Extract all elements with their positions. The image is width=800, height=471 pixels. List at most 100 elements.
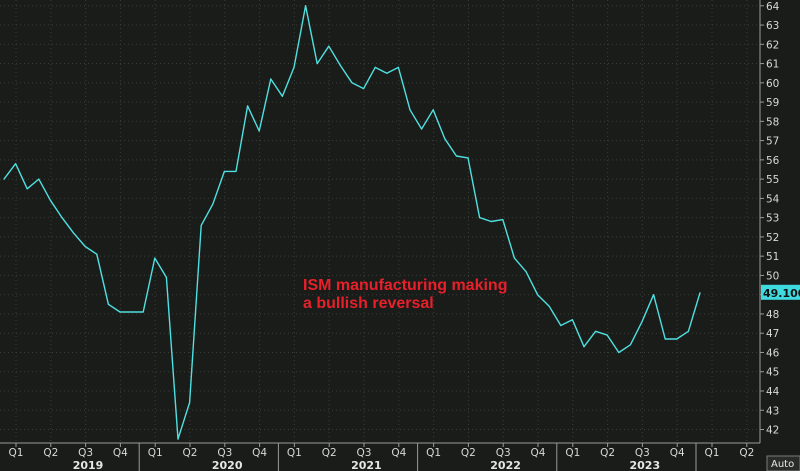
y-tick-label: 43 bbox=[766, 405, 779, 417]
y-tick-label: 45 bbox=[766, 367, 779, 379]
last-value-marker: 49.100 bbox=[761, 284, 800, 300]
y-tick-label: 56 bbox=[766, 155, 780, 167]
year-label: 2019 bbox=[73, 459, 104, 471]
y-tick-label: 60 bbox=[766, 78, 779, 90]
x-tick-label: Q2 bbox=[183, 447, 198, 459]
y-tick-label: 62 bbox=[766, 39, 779, 51]
data-point bbox=[154, 257, 156, 259]
data-point bbox=[119, 311, 121, 313]
auto-button[interactable]: Auto bbox=[766, 455, 800, 471]
series-layer bbox=[3, 5, 701, 440]
data-point bbox=[363, 88, 365, 90]
y-tick-label: 44 bbox=[766, 386, 780, 398]
data-point bbox=[223, 170, 225, 172]
data-point bbox=[397, 66, 399, 68]
data-point bbox=[26, 188, 28, 190]
x-tick-label: Q1 bbox=[148, 447, 163, 459]
data-point bbox=[618, 351, 620, 354]
data-point bbox=[699, 292, 701, 294]
y-tick-label: 64 bbox=[766, 1, 780, 13]
axis-layer bbox=[0, 0, 761, 444]
data-point bbox=[595, 330, 597, 332]
data-point bbox=[15, 163, 17, 165]
x-tick-label: Q4 bbox=[252, 447, 267, 459]
data-point bbox=[560, 324, 562, 327]
x-tick-label: Q2 bbox=[739, 447, 754, 459]
year-label: 2021 bbox=[351, 459, 382, 471]
data-point bbox=[409, 109, 411, 111]
data-point bbox=[583, 346, 585, 348]
data-point bbox=[293, 66, 295, 68]
y-tick-label: 57 bbox=[766, 136, 779, 148]
annotation-line-1: ISM manufacturing making bbox=[303, 277, 507, 294]
y-tick-label: 61 bbox=[766, 59, 779, 71]
data-point bbox=[606, 334, 608, 336]
data-point bbox=[212, 203, 214, 205]
last-value-badge bbox=[761, 284, 800, 300]
data-point bbox=[270, 78, 272, 80]
data-point bbox=[61, 217, 63, 219]
data-point bbox=[374, 66, 376, 68]
x-tick-label: Q2 bbox=[322, 447, 337, 459]
x-tick-label: Q2 bbox=[43, 447, 58, 459]
data-point bbox=[177, 438, 179, 440]
x-tick-label: Q2 bbox=[600, 447, 615, 459]
data-point bbox=[73, 232, 75, 234]
x-tick-label: Q3 bbox=[357, 447, 372, 459]
data-point bbox=[444, 138, 446, 140]
x-tick-label: Q2 bbox=[461, 447, 476, 459]
year-label: 2022 bbox=[490, 459, 521, 471]
data-point bbox=[165, 276, 167, 278]
data-point bbox=[653, 294, 655, 296]
x-tick-label: Q3 bbox=[78, 447, 93, 459]
data-point bbox=[84, 245, 86, 248]
auto-button-bg[interactable] bbox=[766, 455, 800, 471]
data-point bbox=[687, 330, 690, 332]
data-point bbox=[525, 271, 527, 273]
x-tick-label: Q1 bbox=[565, 447, 580, 459]
data-point bbox=[107, 303, 109, 305]
data-point bbox=[200, 224, 202, 226]
data-point bbox=[96, 253, 98, 255]
data-point bbox=[142, 311, 144, 313]
x-axis-ticks: Q1 Q2 Q3 Q4 Q1 Q2 Q3 Q4 Q1 Q2 Q3 Q4 Q1 Q2 Q3 Q4 Q1 Q2 Q3 Q4… bbox=[9, 443, 800, 471]
y-tick-label: 54 bbox=[766, 193, 780, 205]
data-point bbox=[641, 321, 643, 323]
data-point bbox=[328, 45, 330, 47]
data-point bbox=[131, 311, 133, 313]
x-tick-label: Q1 bbox=[9, 447, 24, 459]
y-tick-label: 58 bbox=[766, 116, 779, 128]
x-tick-label: Q4 bbox=[113, 447, 128, 459]
y-tick-label: 46 bbox=[766, 347, 780, 359]
year-label: 2023 bbox=[629, 459, 660, 471]
x-tick-label: Q4 bbox=[670, 447, 685, 459]
y-tick-label: 53 bbox=[766, 213, 779, 225]
data-point bbox=[235, 170, 237, 172]
data-point bbox=[479, 217, 481, 219]
y-tick-label: 50 bbox=[766, 270, 779, 282]
y-tick-label: 59 bbox=[766, 97, 779, 109]
y-tick-label: 51 bbox=[766, 251, 779, 263]
y-axis-ticks: 4243444546474849505152535455565758596061… bbox=[760, 1, 780, 437]
x-tick-label: Q1 bbox=[705, 447, 720, 459]
data-point bbox=[386, 72, 388, 74]
data-point bbox=[571, 319, 574, 321]
data-point bbox=[247, 105, 249, 107]
data-point bbox=[49, 199, 52, 201]
x-tick-label: Q3 bbox=[496, 447, 511, 459]
data-point bbox=[467, 157, 469, 159]
last-value-label: 49.100 bbox=[763, 287, 800, 300]
x-tick-label: Q3 bbox=[635, 447, 650, 459]
data-point bbox=[258, 130, 260, 132]
data-point bbox=[537, 294, 539, 296]
data-point bbox=[38, 178, 40, 180]
data-point bbox=[3, 178, 5, 180]
y-tick-label: 48 bbox=[766, 309, 779, 321]
data-point bbox=[281, 95, 283, 97]
auto-button-label[interactable]: Auto bbox=[771, 459, 794, 470]
data-point bbox=[316, 63, 318, 65]
x-tick-label: Q3 bbox=[217, 447, 232, 459]
